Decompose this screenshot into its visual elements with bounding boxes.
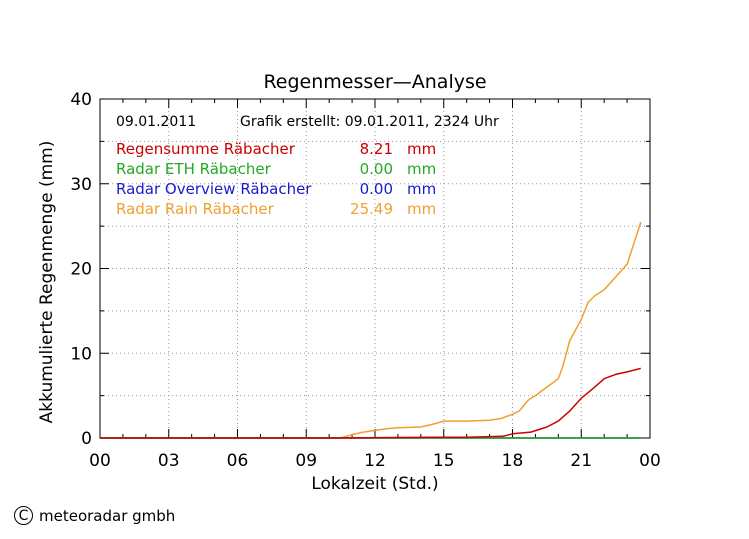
- legend: Regensumme Räbacher 8.21 mm Radar ETH Räbac…: [116, 140, 436, 218]
- x-tick-label: 03: [158, 451, 180, 471]
- chart-title: Regenmesser—Analyse: [263, 71, 486, 93]
- x-tick-label: 15: [433, 451, 455, 471]
- x-tick-label: 12: [364, 451, 386, 471]
- y-tick-label: 30: [70, 175, 92, 195]
- series-lines: [100, 221, 642, 439]
- company-name: meteoradar gmbh: [39, 506, 176, 525]
- x-axis-label: Lokalzeit (Std.): [311, 474, 438, 494]
- legend-series-unit: mm: [407, 180, 436, 198]
- y-tick-label: 20: [70, 260, 92, 280]
- legend-series-unit: mm: [407, 140, 436, 158]
- legend-series-name: Radar Rain Räbacher: [116, 200, 275, 218]
- x-tick-label: 21: [570, 451, 592, 471]
- y-tick-label: 40: [70, 90, 92, 110]
- x-tick-label: 06: [227, 451, 249, 471]
- legend-series-value: 0.00: [360, 180, 393, 198]
- legend-series-value: 8.21: [360, 140, 393, 158]
- legend-series-name: Regensumme Räbacher: [116, 140, 296, 158]
- series-line: [100, 221, 642, 439]
- x-tick-label: 00: [89, 451, 111, 471]
- copyright: C meteoradar gmbh: [14, 506, 175, 525]
- legend-series-unit: mm: [407, 200, 436, 218]
- info-created: Grafik erstellt: 09.01.2011, 2324 Uhr: [240, 114, 499, 130]
- legend-series-value: 25.49: [350, 200, 393, 218]
- y-tick-label: 0: [81, 429, 92, 449]
- legend-series-unit: mm: [407, 160, 436, 178]
- y-axis-label: Akkumulierte Regenmenge (mm): [37, 141, 57, 424]
- x-tick-label: 09: [295, 451, 317, 471]
- legend-series-name: Radar Overview Räbacher: [116, 180, 312, 198]
- x-tick-label: 00: [639, 451, 661, 471]
- series-line: [100, 367, 641, 439]
- info-date: 09.01.2011: [116, 114, 196, 130]
- y-tick-label: 10: [70, 344, 92, 364]
- grid: [100, 99, 650, 438]
- legend-series-value: 0.00: [360, 160, 393, 178]
- copyright-icon: C: [14, 506, 33, 525]
- legend-series-name: Radar ETH Räbacher: [116, 160, 272, 178]
- x-tick-label: 18: [502, 451, 524, 471]
- y-tick-labels: 0 10 20 30 40: [70, 90, 92, 449]
- x-tick-labels: 00 03 06 09 12 15 18 21 00: [89, 451, 661, 471]
